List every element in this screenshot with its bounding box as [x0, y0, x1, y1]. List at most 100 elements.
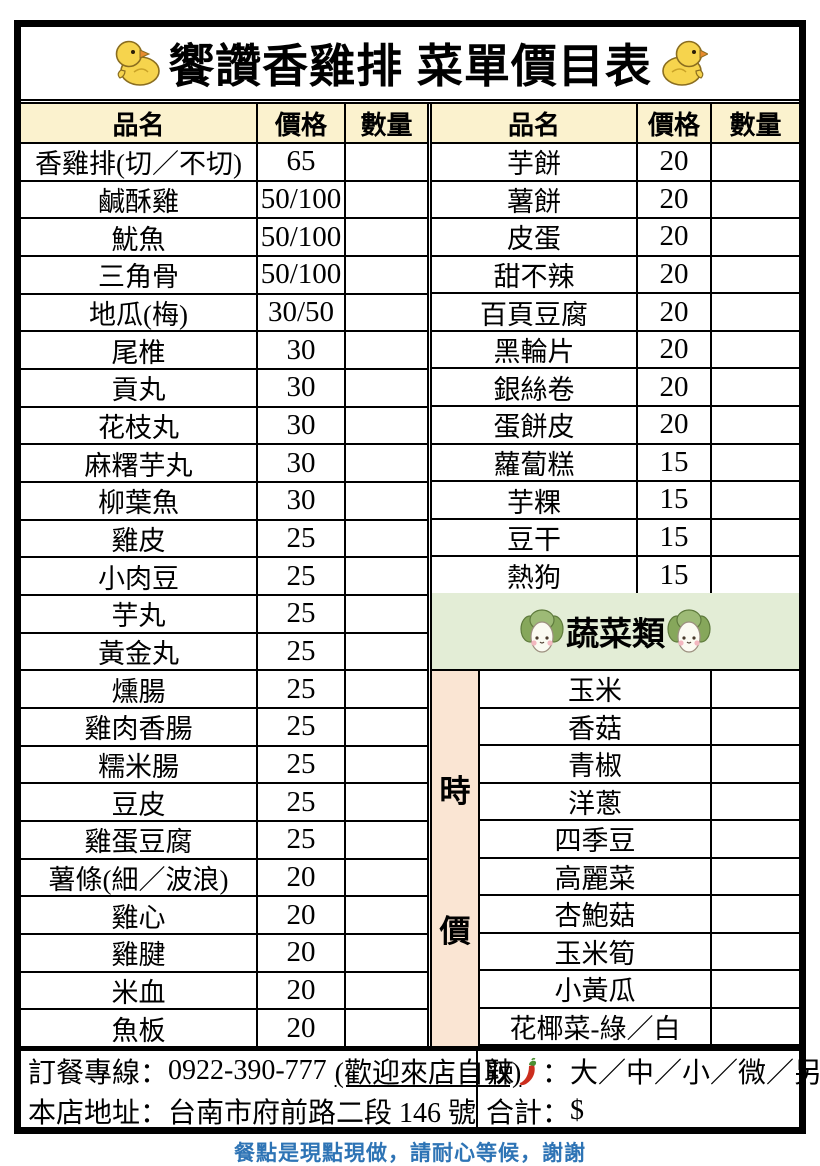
column-header-price: 價格 — [638, 104, 712, 142]
item-qty-cell — [346, 897, 427, 933]
item-name-cell: 豆皮 — [21, 784, 258, 821]
vegetable-row: 杏鮑菇 — [480, 896, 799, 934]
vegetable-section-title: 蔬菜類 — [566, 617, 665, 653]
item-price-cell: 25 — [258, 671, 346, 708]
menu-row: 雞皮 25 — [21, 520, 427, 559]
vegetable-section-banner: 蔬菜類 — [432, 593, 799, 671]
item-price-cell: 20 — [638, 219, 712, 255]
menu-row: 魚板 20 — [21, 1010, 427, 1047]
item-price-cell: 20 — [258, 897, 346, 934]
item-qty-cell — [346, 182, 427, 218]
item-price-cell: 30/50 — [258, 294, 346, 331]
spicy-options: ：大／中／小／微／另 — [542, 1058, 820, 1089]
item-price-cell: 15 — [638, 519, 712, 556]
menu-row: 雞蛋豆腐 25 — [21, 822, 427, 860]
item-price-cell: 20 — [258, 935, 346, 971]
menu-row: 銀絲卷 20 — [432, 369, 799, 408]
item-qty-cell — [346, 257, 427, 293]
menu-row: 燻腸 25 — [21, 671, 427, 710]
item-name-cell: 花椰菜-綠／白 — [480, 1008, 712, 1044]
menu-row: 芋餅 20 — [432, 144, 799, 182]
menu-row: 黃金丸 25 — [21, 633, 427, 672]
menu-row: 薯餅 20 — [432, 181, 799, 220]
item-name-cell: 柳葉魚 — [21, 483, 258, 519]
item-qty-cell — [346, 634, 427, 670]
item-name-cell: 鹹酥雞 — [21, 181, 258, 218]
total-line: 合計： $ — [486, 1091, 820, 1131]
item-qty-cell — [346, 483, 427, 519]
item-qty-cell — [712, 520, 799, 556]
title-bar: 饗讚香雞排 菜單價目表 — [21, 27, 799, 104]
item-name-cell: 蛋餅皮 — [432, 407, 638, 443]
menu-row: 柳葉魚 30 — [21, 483, 427, 521]
item-qty-cell — [346, 144, 427, 180]
menu-row: 雞心 20 — [21, 897, 427, 936]
item-qty-cell — [712, 859, 799, 895]
item-price-cell: 30 — [258, 483, 346, 519]
item-qty-cell — [346, 445, 427, 481]
menu-row: 芋粿 15 — [432, 482, 799, 520]
item-name-cell: 雞腱 — [21, 935, 258, 971]
vegetable-row: 四季豆 — [480, 821, 799, 859]
item-name-cell: 百頁豆腐 — [432, 294, 638, 330]
item-qty-cell — [712, 482, 799, 518]
market-price-label: 時 價 — [432, 671, 480, 1046]
table-header-left: 品名 價格 數量 — [21, 104, 427, 144]
item-qty-cell — [712, 671, 799, 707]
item-name-cell: 甜不辣 — [432, 256, 638, 293]
menu-row: 雞肉香腸 25 — [21, 709, 427, 747]
item-name-cell: 銀絲卷 — [432, 369, 638, 406]
table-header-right: 品名 價格 數量 — [432, 104, 799, 144]
item-qty-cell — [346, 408, 427, 444]
column-header-price: 價格 — [258, 104, 346, 142]
item-name-cell: 香菇 — [480, 708, 712, 744]
vegetable-row: 香菇 — [480, 708, 799, 746]
item-name-cell: 熱狗 — [432, 557, 638, 593]
item-qty-cell — [346, 219, 427, 255]
item-name-cell: 貢丸 — [21, 370, 258, 406]
item-qty-cell — [712, 445, 799, 481]
item-name-cell: 蘿蔔糕 — [432, 444, 638, 481]
item-price-cell: 50/100 — [258, 219, 346, 256]
menu-table-right: 品名 價格 數量 芋餅 20 薯餅 20 皮蛋 20 甜不辣 20 百頁豆腐 20 黑輪片 20 銀絲卷… — [432, 104, 799, 1046]
item-name-cell: 玉米筍 — [480, 933, 712, 969]
item-qty-cell — [346, 784, 427, 820]
item-price-cell: 20 — [638, 181, 712, 218]
item-price-cell: 50/100 — [258, 257, 346, 293]
item-qty-cell — [712, 182, 799, 218]
item-qty-cell — [712, 746, 799, 782]
item-name-cell: 玉米 — [480, 671, 712, 707]
item-qty-cell — [712, 709, 799, 745]
phone-label: 訂餐專線： — [28, 1058, 169, 1089]
menu-card: 饗讚香雞排 菜單價目表 品名 價格 數量 香雞排(切／ — [14, 20, 820, 1134]
address-line: 本店地址： 台南市府前路二段 146 號 — [28, 1091, 476, 1131]
item-name-cell: 洋蔥 — [480, 783, 712, 819]
vegetable-row: 玉米筍 — [480, 933, 799, 971]
menu-row: 豆干 15 — [432, 519, 799, 558]
item-price-cell: 20 — [258, 859, 346, 896]
item-qty-cell — [346, 709, 427, 745]
vegetable-row: 小黃瓜 — [480, 971, 799, 1009]
item-name-cell: 魷魚 — [21, 219, 258, 256]
item-qty-cell — [346, 671, 427, 707]
total-value: $ — [570, 1095, 585, 1126]
total-label: 合計： — [486, 1098, 571, 1129]
menu-row: 皮蛋 20 — [432, 219, 799, 257]
item-qty-cell — [346, 747, 427, 783]
item-qty-cell — [346, 822, 427, 858]
item-qty-cell — [346, 935, 427, 971]
menu-row: 花枝丸 30 — [21, 407, 427, 446]
item-qty-cell — [346, 332, 427, 368]
pickup-note: (歡迎來店自取) — [334, 1058, 522, 1089]
item-name-cell: 糯米腸 — [21, 746, 258, 783]
item-qty-cell — [712, 369, 799, 405]
item-qty-cell — [712, 821, 799, 857]
item-qty-cell — [712, 257, 799, 293]
item-price-cell: 15 — [638, 444, 712, 481]
item-name-cell: 薯餅 — [432, 181, 638, 218]
menu-row: 甜不辣 20 — [432, 256, 799, 295]
market-price-char: 價 — [439, 914, 471, 949]
vegetable-rows: 玉米 香菇 青椒 洋蔥 四季豆 高麗菜 杏鮑菇 玉米筍 小黃瓜 花椰菜-綠／白 — [480, 671, 799, 1046]
menu-row: 蛋餅皮 20 — [432, 407, 799, 445]
item-qty-cell — [712, 557, 799, 593]
